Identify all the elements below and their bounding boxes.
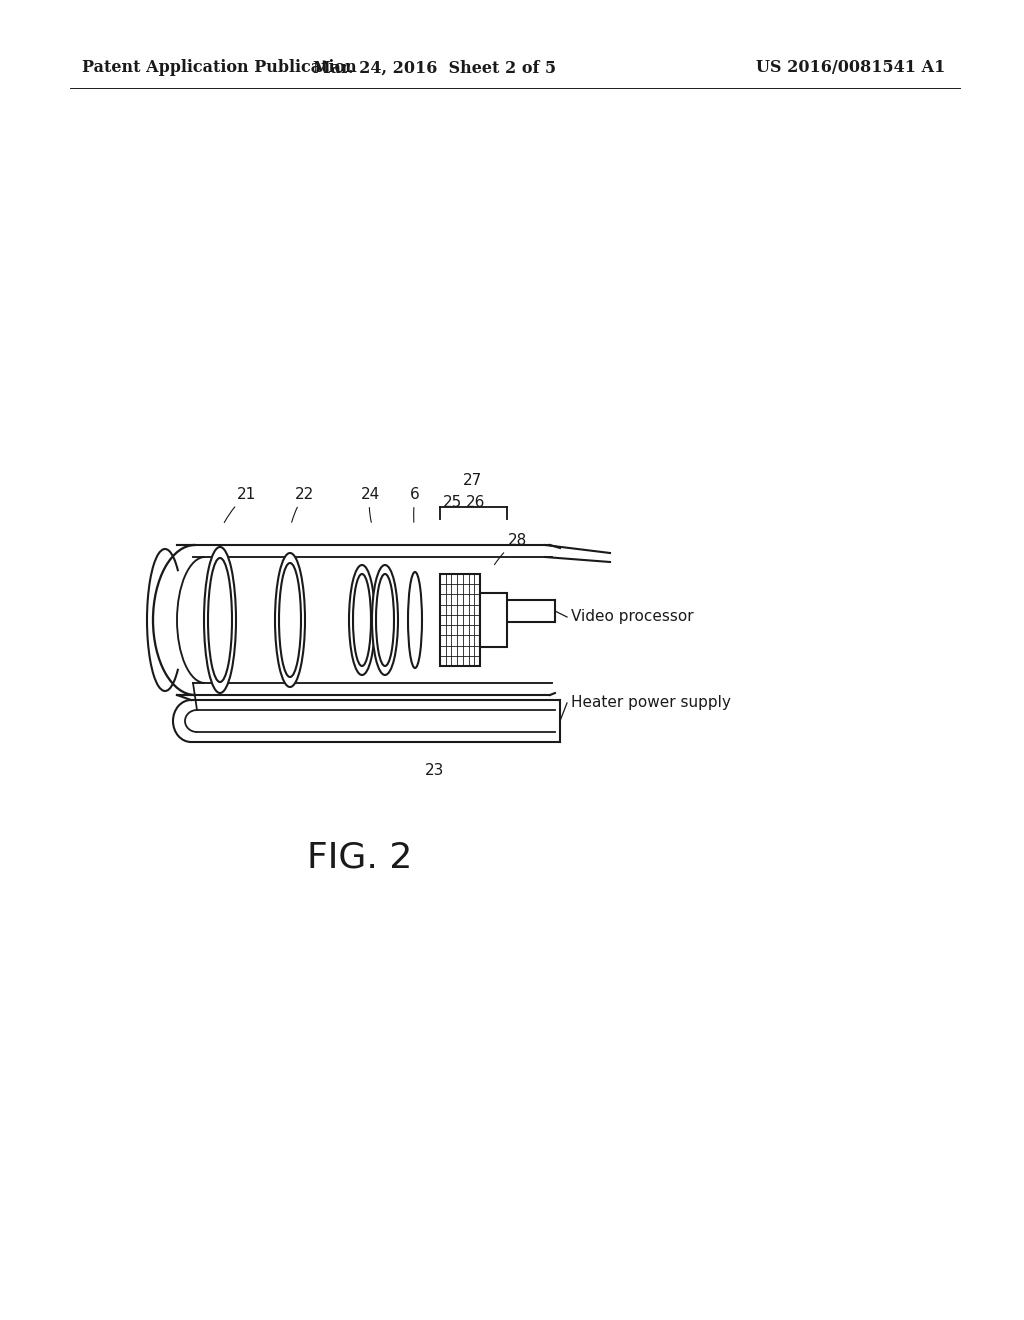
- Text: 27: 27: [464, 473, 482, 488]
- Text: Patent Application Publication: Patent Application Publication: [82, 59, 356, 77]
- Text: 21: 21: [224, 487, 257, 523]
- Text: US 2016/0081541 A1: US 2016/0081541 A1: [756, 59, 945, 77]
- Text: FIG. 2: FIG. 2: [307, 840, 413, 874]
- Text: 26: 26: [466, 495, 485, 510]
- Ellipse shape: [372, 565, 398, 675]
- Text: 22: 22: [292, 487, 314, 523]
- Text: 24: 24: [360, 487, 380, 523]
- Ellipse shape: [275, 553, 305, 686]
- Ellipse shape: [408, 572, 422, 668]
- Ellipse shape: [204, 546, 236, 693]
- Text: 23: 23: [425, 763, 444, 777]
- Text: Heater power supply: Heater power supply: [571, 696, 731, 710]
- Text: 28: 28: [495, 533, 527, 565]
- Bar: [480, 593, 507, 647]
- Text: 25: 25: [442, 495, 462, 510]
- Bar: [440, 574, 480, 667]
- Text: Mar. 24, 2016  Sheet 2 of 5: Mar. 24, 2016 Sheet 2 of 5: [313, 59, 557, 77]
- Ellipse shape: [349, 565, 375, 675]
- Text: 6: 6: [411, 487, 420, 523]
- Text: Video processor: Video processor: [571, 610, 693, 624]
